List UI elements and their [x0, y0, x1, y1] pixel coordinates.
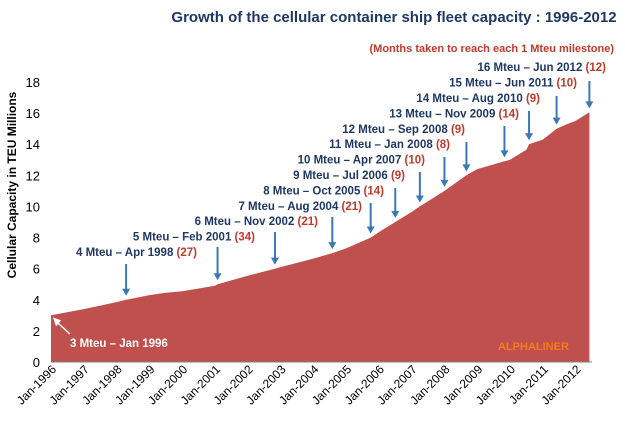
milestone-label: 13 Mteu – Nov 2009 (14) [389, 108, 519, 120]
milestone-label: 6 Mteu – Nov 2002 (21) [195, 216, 319, 228]
y-tick-label: 14 [26, 137, 40, 152]
milestone-arrowhead [462, 164, 471, 172]
milestone-label: 10 Mteu – Apr 2007 (10) [298, 155, 426, 167]
y-tick-label: 8 [33, 231, 40, 246]
capacity-area [51, 112, 590, 362]
y-tick-label: 2 [33, 324, 40, 339]
y-tick-label: 12 [26, 168, 40, 183]
milestone-label: 7 Mteu – Aug 2004 (21) [238, 201, 362, 213]
milestone-label: 14 Mteu – Aug 2010 (9) [416, 93, 540, 105]
milestone-arrowhead [440, 179, 449, 187]
milestone-arrowhead [500, 150, 509, 158]
milestone-arrowhead [213, 273, 222, 281]
milestone-arrowhead [585, 101, 594, 109]
milestone-label: 11 Mteu – Jan 2008 (8) [329, 139, 450, 151]
y-tick-label: 6 [33, 262, 40, 277]
y-tick-label: 4 [33, 293, 40, 308]
milestone-arrowhead [391, 211, 400, 218]
milestone-arrowhead [525, 133, 534, 141]
milestone-arrowhead [415, 195, 424, 203]
milestone-label: 5 Mteu – Feb 2001 (34) [133, 232, 255, 244]
milestone-arrowhead [328, 242, 337, 250]
y-tick-label: 0 [33, 355, 40, 370]
y-tick-label: 10 [26, 199, 40, 214]
milestone-arrowhead [270, 257, 279, 265]
y-axis-label: Cellular Capacity in TEU Millions [5, 91, 19, 278]
milestone-arrowhead [122, 288, 131, 296]
milestone-label: 9 Mteu – Jul 2006 (9) [293, 170, 405, 182]
y-tick-label: 18 [26, 75, 40, 90]
milestone-label: 15 Mteu – Jun 2011 (10) [449, 78, 577, 90]
chart-subtitle: (Months taken to reach each 1 Mteu miles… [370, 43, 615, 55]
y-tick-label: 16 [26, 106, 40, 121]
chart-title: Growth of the cellular container ship fl… [171, 9, 616, 26]
start-milestone-label: 3 Mteu – Jan 1996 [70, 338, 168, 350]
milestone-label: 12 Mteu – Sep 2008 (9) [342, 124, 465, 136]
start-arrowhead [53, 317, 61, 327]
milestone-arrowhead [366, 226, 375, 234]
milestone-arrowhead [552, 117, 561, 125]
milestone-label: 4 Mteu – Apr 1998 (27) [76, 247, 197, 259]
alphaliner-watermark: ALPHALINER [498, 341, 569, 353]
milestone-label: 8 Mteu – Oct 2005 (14) [263, 185, 384, 197]
milestone-label: 16 Mteu – Jun 2012 (12) [478, 62, 607, 74]
